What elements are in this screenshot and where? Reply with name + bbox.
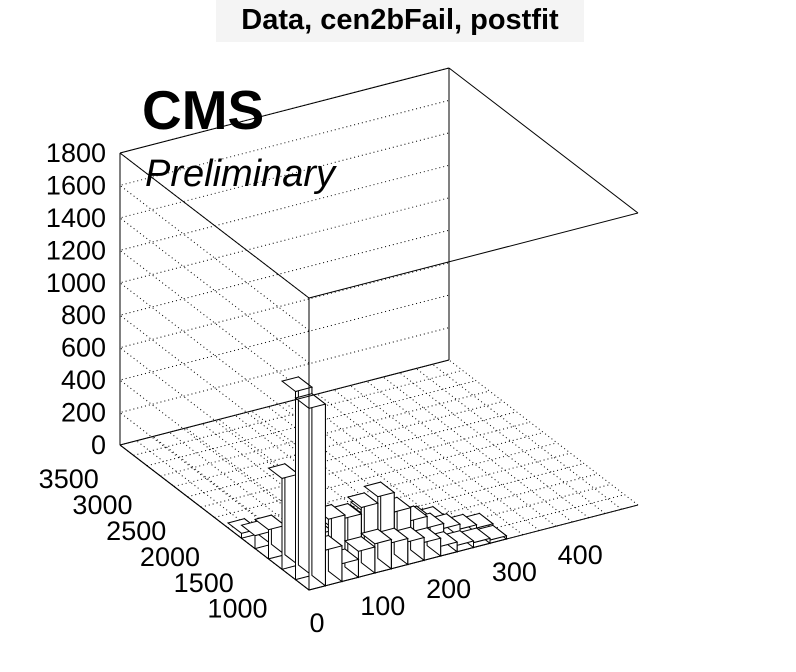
bar-side-face bbox=[311, 392, 326, 587]
x-axis-line bbox=[308, 504, 639, 591]
x-tick-label: 300 bbox=[492, 557, 537, 587]
z-tick-label: 1000 bbox=[46, 268, 106, 298]
y-tick-label: 3000 bbox=[72, 490, 132, 520]
z-tick-label: 1800 bbox=[46, 138, 106, 168]
bar-top-face bbox=[267, 463, 300, 479]
bar-top-face bbox=[346, 492, 379, 509]
bar-top-face bbox=[363, 481, 396, 498]
lego-bar bbox=[442, 529, 475, 553]
y-tick-label: 1000 bbox=[207, 594, 267, 624]
floor-grid-line bbox=[133, 369, 463, 456]
wall-grid-line bbox=[118, 294, 450, 526]
bar-top-face bbox=[280, 376, 314, 393]
z-tick-label: 1600 bbox=[46, 170, 106, 200]
floor-grid-line bbox=[160, 390, 490, 477]
chart-title: Data, cen2bFail, postfit bbox=[241, 4, 559, 36]
wall-grid-line bbox=[118, 99, 450, 331]
ticks-layer: 0200400600800100012001400160018000100200… bbox=[39, 138, 603, 638]
floor-grid-line bbox=[200, 421, 531, 508]
lego-bar bbox=[393, 526, 426, 566]
x-tick-label: 200 bbox=[426, 574, 471, 604]
wall-grid-line bbox=[118, 229, 450, 461]
frame-edge bbox=[119, 359, 450, 446]
wall-grid-line bbox=[118, 197, 450, 429]
frame-edge bbox=[119, 67, 450, 154]
title-box bbox=[216, 0, 584, 42]
floor-grid-line bbox=[187, 411, 517, 498]
floor-grid-line bbox=[173, 400, 504, 487]
frame-layer bbox=[119, 67, 639, 591]
x-tick-label: 400 bbox=[558, 540, 603, 570]
bar-top-face bbox=[343, 536, 376, 552]
lego-bar bbox=[294, 392, 327, 591]
lego-bar bbox=[409, 526, 442, 561]
bar-top-face bbox=[360, 528, 393, 545]
lego-bar bbox=[360, 528, 393, 574]
lego-bar bbox=[343, 535, 376, 578]
y-tick-label: 2500 bbox=[106, 516, 166, 546]
floor-grid-line bbox=[214, 432, 544, 518]
y-tick-label: 2000 bbox=[140, 542, 200, 572]
z-tick-label: 1400 bbox=[46, 203, 106, 233]
frame-edge bbox=[308, 212, 639, 299]
wall-grid-line bbox=[118, 132, 450, 364]
wall-grid-line bbox=[118, 262, 450, 494]
preliminary-label: Preliminary bbox=[145, 153, 336, 195]
lego-bar bbox=[253, 514, 287, 560]
y-tick-label: 1500 bbox=[174, 568, 234, 598]
wall-grid-line bbox=[118, 327, 450, 558]
wall-grid-line bbox=[118, 164, 450, 396]
bar-top-face bbox=[253, 514, 287, 531]
z-tick-label: 200 bbox=[61, 398, 106, 428]
floor-grid-line bbox=[146, 380, 477, 467]
frame-edge bbox=[448, 67, 639, 214]
frame-edge bbox=[119, 152, 310, 299]
cms-label: CMS bbox=[142, 79, 265, 141]
bars-layer bbox=[226, 375, 508, 591]
y-axis-line bbox=[119, 444, 310, 591]
z-tick-label: 400 bbox=[61, 365, 106, 395]
z-tick-label: 800 bbox=[61, 300, 106, 330]
x-tick-label: 100 bbox=[360, 591, 405, 621]
y-tick-label: 3500 bbox=[39, 464, 99, 494]
z-tick-label: 0 bbox=[91, 430, 106, 460]
x-tick-label: 0 bbox=[309, 608, 324, 638]
z-tick-label: 600 bbox=[61, 333, 106, 363]
z-tick-label: 1200 bbox=[46, 235, 106, 265]
